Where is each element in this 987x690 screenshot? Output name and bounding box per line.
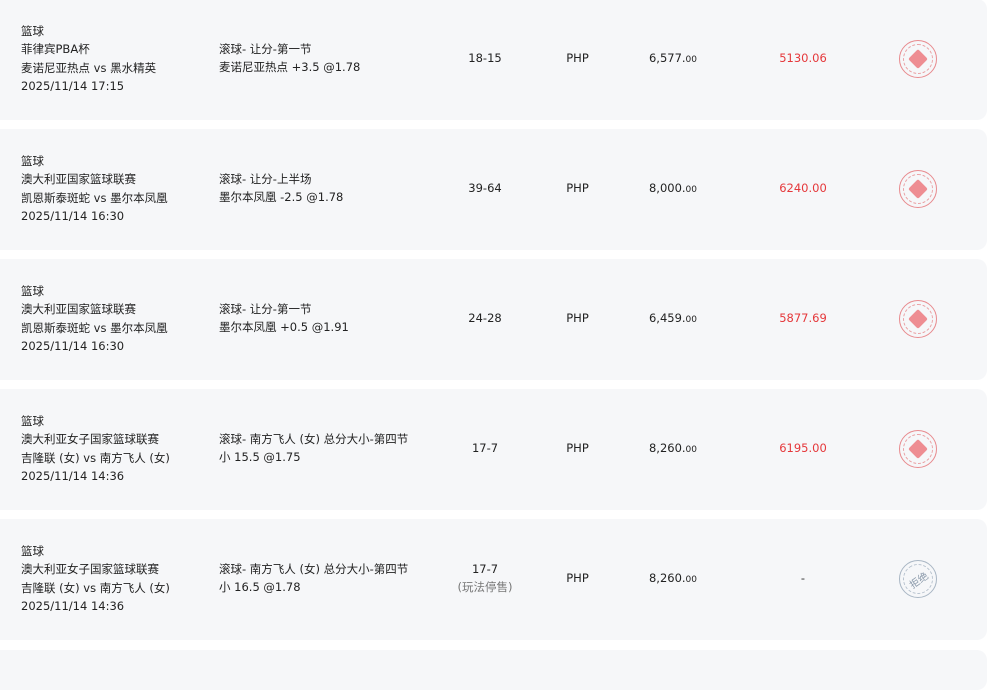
sport: 篮球 bbox=[21, 284, 44, 298]
bet-time: 2025/11/14 16:30 bbox=[21, 338, 125, 353]
stake-dec: 00 bbox=[685, 315, 697, 325]
bet-detail: 滚球- 让分-第一节 麦诺尼亚热点 +3.5 @1.78 bbox=[219, 40, 360, 77]
payout: 5877.69 bbox=[779, 311, 827, 325]
bet-card[interactable]: 篮球 澳大利亚国家篮球联赛 凯恩斯泰斑蛇 vs 墨尔本凤凰 2025/11/14… bbox=[0, 259, 987, 380]
bet-card-partial bbox=[0, 650, 987, 690]
league: 菲律宾PBA杯 bbox=[21, 42, 90, 57]
sport: 篮球 bbox=[21, 414, 44, 428]
score-value: 39-64 bbox=[468, 181, 502, 195]
stake: 6,577.00 bbox=[600, 49, 697, 69]
bet-card[interactable]: 篮球 澳大利亚女子国家篮球联赛 吉隆联 (女) vs 南方飞人 (女) 2025… bbox=[0, 389, 987, 510]
league: 澳大利亚女子国家篮球联赛 bbox=[21, 432, 159, 447]
currency: PHP bbox=[566, 311, 589, 325]
payout: 6195.00 bbox=[779, 441, 827, 455]
stake-dec: 00 bbox=[685, 445, 697, 455]
payout: - bbox=[800, 571, 806, 585]
league: 澳大利亚国家篮球联赛 bbox=[21, 172, 136, 187]
stake: 8,000.00 bbox=[600, 179, 697, 199]
settled-stamp-icon bbox=[899, 430, 937, 468]
match-info: 篮球 菲律宾PBA杯 麦诺尼亚热点 vs 黑水精英 2025/11/14 17:… bbox=[21, 22, 156, 95]
settled-stamp-icon bbox=[899, 40, 937, 78]
sport: 篮球 bbox=[21, 544, 44, 558]
stake-int: 8,260. bbox=[648, 571, 686, 585]
match: 凯恩斯泰斑蛇 vs 墨尔本凤凰 bbox=[21, 320, 168, 335]
bet-detail: 滚球- 让分-上半场 墨尔本凤凰 -2.5 @1.78 bbox=[219, 170, 343, 207]
score: 17-7 (玩法停售) bbox=[430, 560, 540, 596]
payout: 6240.00 bbox=[779, 181, 827, 195]
match-info: 篮球 澳大利亚女子国家篮球联赛 吉隆联 (女) vs 南方飞人 (女) 2025… bbox=[21, 542, 170, 615]
bet-time: 2025/11/14 17:15 bbox=[21, 78, 125, 93]
bet-time: 2025/11/14 14:36 bbox=[21, 468, 125, 483]
market: 滚球- 让分-第一节 bbox=[219, 42, 312, 56]
score-note: (玩法停售) bbox=[457, 580, 513, 594]
match: 凯恩斯泰斑蛇 vs 墨尔本凤凰 bbox=[21, 190, 168, 205]
score: 17-7 bbox=[430, 439, 540, 457]
stake-dec: 00 bbox=[685, 185, 697, 195]
settled-stamp-icon bbox=[899, 170, 937, 208]
match: 吉隆联 (女) vs 南方飞人 (女) bbox=[21, 450, 170, 465]
stake-dec: 00 bbox=[685, 55, 697, 65]
sport: 篮球 bbox=[21, 24, 44, 38]
selection: 小 16.5 @1.78 bbox=[219, 580, 301, 595]
match-info: 篮球 澳大利亚女子国家篮球联赛 吉隆联 (女) vs 南方飞人 (女) 2025… bbox=[21, 412, 170, 485]
bet-detail: 滚球- 南方飞人 (女) 总分大小-第四节 小 16.5 @1.78 bbox=[219, 560, 408, 597]
stake-int: 6,577. bbox=[648, 51, 686, 65]
currency: PHP bbox=[566, 51, 589, 65]
bet-time: 2025/11/14 14:36 bbox=[21, 598, 125, 613]
market: 滚球- 南方飞人 (女) 总分大小-第四节 bbox=[219, 432, 409, 446]
bet-detail: 滚球- 南方飞人 (女) 总分大小-第四节 小 15.5 @1.75 bbox=[219, 430, 408, 467]
bet-card[interactable]: 篮球 菲律宾PBA杯 麦诺尼亚热点 vs 黑水精英 2025/11/14 17:… bbox=[0, 0, 987, 120]
score-value: 17-7 bbox=[471, 441, 499, 455]
currency: PHP bbox=[566, 181, 589, 195]
stake-int: 8,000. bbox=[648, 181, 686, 195]
stamp-text: 拒绝 bbox=[907, 570, 931, 591]
selection: 墨尔本凤凰 -2.5 @1.78 bbox=[219, 190, 344, 205]
bet-card[interactable]: 篮球 澳大利亚国家篮球联赛 凯恩斯泰斑蛇 vs 墨尔本凤凰 2025/11/14… bbox=[0, 129, 987, 250]
currency: PHP bbox=[566, 441, 589, 455]
league: 澳大利亚女子国家篮球联赛 bbox=[21, 562, 159, 577]
bet-detail: 滚球- 让分-第一节 墨尔本凤凰 +0.5 @1.91 bbox=[219, 300, 349, 337]
score: 24-28 bbox=[430, 309, 540, 327]
settled-stamp-icon bbox=[899, 300, 937, 338]
payout: 5130.06 bbox=[779, 51, 827, 65]
match: 吉隆联 (女) vs 南方飞人 (女) bbox=[21, 580, 170, 595]
stake: 8,260.00 bbox=[600, 439, 697, 459]
currency: PHP bbox=[566, 571, 589, 585]
market: 滚球- 让分-第一节 bbox=[219, 302, 312, 316]
stake-dec: 00 bbox=[685, 575, 697, 585]
score: 39-64 bbox=[430, 179, 540, 197]
bet-card[interactable]: 篮球 澳大利亚女子国家篮球联赛 吉隆联 (女) vs 南方飞人 (女) 2025… bbox=[0, 519, 987, 640]
stake: 8,260.00 bbox=[600, 569, 697, 589]
league: 澳大利亚国家篮球联赛 bbox=[21, 302, 136, 317]
market: 滚球- 南方飞人 (女) 总分大小-第四节 bbox=[219, 562, 409, 576]
match-info: 篮球 澳大利亚国家篮球联赛 凯恩斯泰斑蛇 vs 墨尔本凤凰 2025/11/14… bbox=[21, 282, 168, 355]
bet-time: 2025/11/14 16:30 bbox=[21, 208, 125, 223]
score-value: 24-28 bbox=[468, 311, 502, 325]
stake-int: 8,260. bbox=[648, 441, 686, 455]
sport: 篮球 bbox=[21, 154, 44, 168]
stake: 6,459.00 bbox=[600, 309, 697, 329]
match-info: 篮球 澳大利亚国家篮球联赛 凯恩斯泰斑蛇 vs 墨尔本凤凰 2025/11/14… bbox=[21, 152, 168, 225]
selection: 墨尔本凤凰 +0.5 @1.91 bbox=[219, 320, 349, 335]
selection: 小 15.5 @1.75 bbox=[219, 450, 301, 465]
match: 麦诺尼亚热点 vs 黑水精英 bbox=[21, 60, 157, 75]
stake-int: 6,459. bbox=[648, 311, 686, 325]
rejected-stamp-icon: 拒绝 bbox=[897, 558, 939, 600]
score: 18-15 bbox=[430, 49, 540, 67]
market: 滚球- 让分-上半场 bbox=[219, 172, 312, 186]
score-value: 17-7 bbox=[471, 562, 499, 576]
score-value: 18-15 bbox=[468, 51, 502, 65]
selection: 麦诺尼亚热点 +3.5 @1.78 bbox=[219, 60, 361, 75]
